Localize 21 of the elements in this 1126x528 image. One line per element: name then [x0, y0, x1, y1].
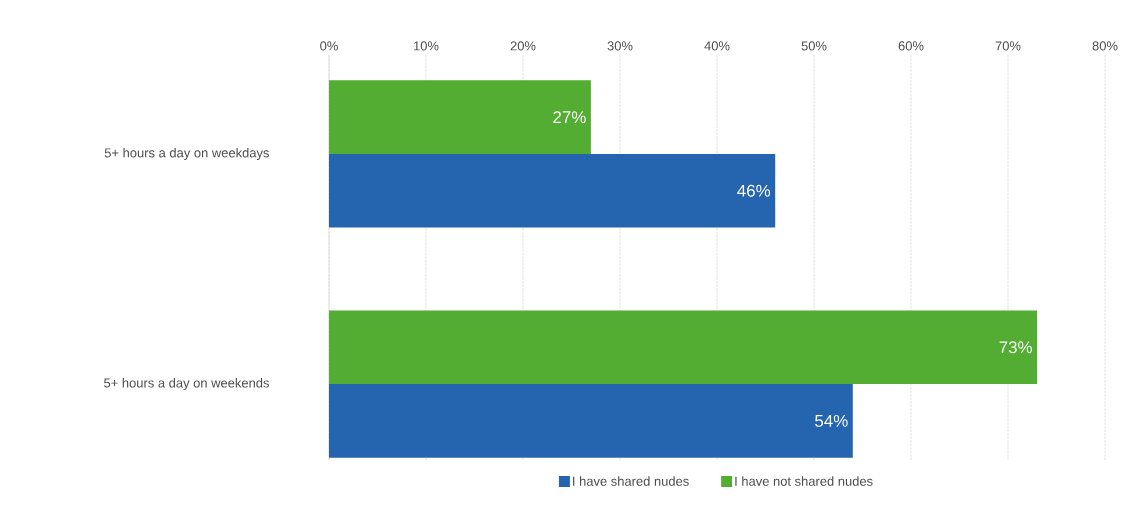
bar: [329, 384, 853, 458]
data-label: 27%: [553, 111, 586, 124]
x-tick-label: 40%: [704, 41, 730, 51]
legend-label: I have not shared nudes: [735, 476, 873, 486]
x-tick-label: 70%: [995, 41, 1021, 51]
bar: [329, 153, 776, 228]
x-tick-label: 80%: [1092, 41, 1118, 51]
x-tick-label: 20%: [510, 41, 536, 51]
data-label: 73%: [999, 341, 1032, 354]
y-tick-label: 5+ hours a day on weekdays: [104, 147, 269, 160]
y-tick-label: 5+ hours a day on weekends: [104, 378, 269, 391]
x-tick-label: 60%: [898, 41, 924, 51]
data-label: 54%: [815, 414, 848, 427]
bar: [329, 310, 1038, 385]
x-tick-label: 10%: [414, 41, 439, 51]
x-tick-label: 50%: [801, 41, 827, 51]
x-tick-label: 0%: [320, 41, 338, 51]
legend-label: I have shared nudes: [573, 476, 689, 486]
data-label: 46%: [737, 184, 771, 197]
bar: [329, 80, 591, 154]
x-tick-label: 30%: [607, 41, 633, 51]
